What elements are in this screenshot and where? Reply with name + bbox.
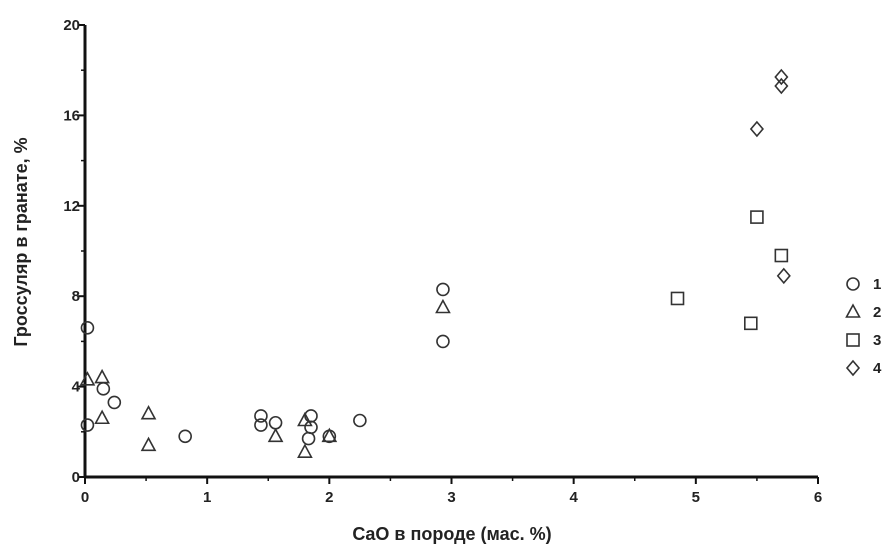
- data-point-series-1: [178, 429, 192, 444]
- data-point-series-1: [254, 409, 268, 423]
- data-point-series-2: [435, 298, 451, 314]
- data-point-series-3: [744, 316, 758, 331]
- data-point-series-1: [107, 395, 122, 410]
- x-tick-label: 5: [692, 489, 700, 506]
- data-point-series-2: [94, 409, 110, 425]
- data-point-series-1: [80, 321, 95, 335]
- data-point-series-1: [254, 418, 268, 432]
- data-point-series-3: [774, 248, 789, 263]
- y-tick-label: 16: [63, 107, 80, 124]
- data-point-series-2: [297, 443, 313, 458]
- data-point-series-2: [94, 368, 110, 384]
- data-point-series-4: [774, 68, 789, 86]
- x-tick-label: 4: [569, 489, 578, 506]
- x-tick-label: 2: [325, 489, 333, 506]
- data-point-series-1: [80, 418, 95, 432]
- data-point-series-2: [79, 371, 96, 386]
- data-point-series-2: [297, 411, 313, 427]
- legend-label-4: 4: [873, 360, 882, 377]
- legend-marker-2: [845, 303, 861, 318]
- data-point-series-4: [776, 267, 791, 285]
- x-tick-label: 6: [814, 489, 822, 506]
- y-tick-label: 8: [72, 288, 80, 305]
- data-point-series-4: [774, 77, 789, 95]
- data-point-series-2: [267, 427, 284, 443]
- y-tick-label: 4: [72, 379, 81, 396]
- legend-marker-1: [846, 277, 860, 291]
- data-point-series-3: [750, 210, 764, 224]
- x-axis-title: CaO в породе (мас. %): [352, 524, 551, 544]
- data-point-series-2: [140, 405, 157, 420]
- data-point-series-4: [749, 120, 764, 138]
- legend-label-1: 1: [873, 276, 881, 293]
- x-tick-label: 0: [81, 489, 89, 506]
- data-point-series-1: [96, 382, 111, 396]
- y-tick-label: 12: [63, 198, 80, 215]
- data-point-series-1: [436, 334, 450, 349]
- legend-label-3: 3: [873, 332, 881, 349]
- data-point-series-2: [321, 427, 338, 443]
- legend-marker-3: [846, 333, 860, 347]
- data-point-series-1: [301, 431, 316, 446]
- legend-label-2: 2: [873, 304, 881, 321]
- y-tick-label: 0: [72, 469, 80, 486]
- x-tick-label: 1: [203, 489, 211, 506]
- data-point-series-1: [353, 413, 367, 428]
- legend-marker-4: [845, 359, 861, 377]
- y-axis-title: Гроссуляр в гранате, %: [11, 137, 31, 346]
- data-point-series-2: [140, 436, 157, 452]
- data-point-series-1: [268, 415, 283, 430]
- data-point-series-1: [304, 420, 318, 435]
- data-point-series-1: [436, 282, 450, 297]
- data-point-series-3: [670, 291, 685, 306]
- x-tick-label: 3: [447, 489, 455, 506]
- y-tick-label: 20: [63, 17, 80, 34]
